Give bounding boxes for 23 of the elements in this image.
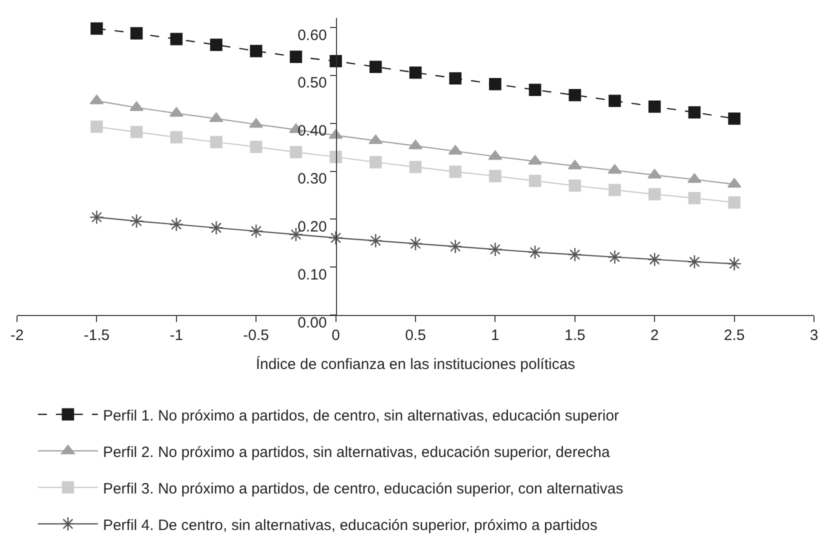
x-tick-label: 1.5	[564, 327, 586, 344]
x-tick-label: 2.5	[724, 327, 745, 344]
y-tick-label: 0.50	[298, 74, 327, 92]
y-tick-label: 0.60	[298, 26, 327, 44]
legend-label: Perfil 3. No próximo a partidos, de centro, educación superior, con alternativas	[102, 480, 624, 498]
legend-label: Perfil 4. De centro, sin alternativas, educación superior, próximo a partidos	[102, 516, 598, 534]
x-tick-label: -0.5	[243, 327, 270, 344]
x-tick-label: -1	[170, 327, 184, 344]
x-tick-label: 2	[650, 327, 659, 344]
x-tick-label: 0.5	[405, 327, 426, 344]
y-tick-label: 0.30	[298, 170, 327, 188]
x-tick-label: -2	[10, 327, 24, 344]
legend-label: Perfil 2. No próximo a partidos, sin alternativas, educación superior, derecha	[102, 444, 611, 461]
y-tick-label: 0.40	[298, 122, 327, 140]
y-tick-label: 0.00	[298, 314, 327, 332]
x-tick-label: -1.5	[84, 327, 110, 344]
y-tick-label: 0.20	[298, 218, 327, 236]
legend-label: Perfil 1. No próximo a partidos, de centro, sin alternativas, educación superior	[102, 407, 620, 424]
x-tick-label: 1	[491, 327, 500, 344]
y-tick-label: 0.10	[298, 266, 327, 284]
x-tick-label: 3	[810, 327, 818, 344]
x-axis-title: Índice de confianza en las instituciones políticas	[256, 355, 576, 373]
x-tick-label: 0	[332, 327, 340, 344]
